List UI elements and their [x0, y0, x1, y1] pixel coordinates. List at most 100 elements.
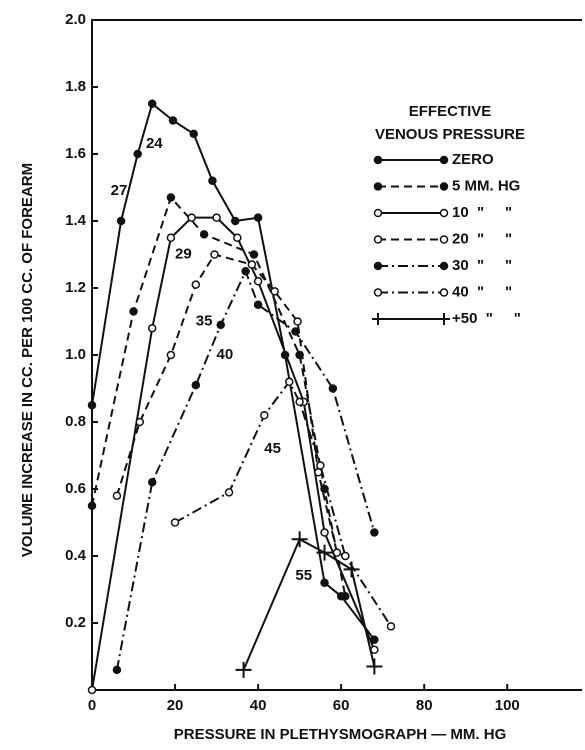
y-tick-label: 0.8: [65, 413, 86, 430]
legend-marker: [439, 208, 449, 218]
point-marker: [147, 323, 157, 333]
point-marker: [253, 213, 263, 222]
point-marker: [135, 417, 145, 427]
series-line: [115, 253, 346, 557]
x-tick-label: 0: [88, 697, 96, 714]
plus-marker: [291, 531, 308, 548]
point-marker: [270, 287, 279, 296]
point-marker: [253, 300, 263, 309]
point-marker: [284, 377, 294, 387]
point-marker: [147, 478, 157, 487]
series-line: [91, 216, 376, 691]
point-marker: [187, 213, 196, 222]
y-tick-label: 1.8: [65, 78, 86, 95]
y-tick-label: 1.4: [65, 212, 87, 229]
series-line: [174, 379, 392, 627]
y-tick-label: 0.4: [65, 547, 87, 564]
x-tick-label: 40: [250, 697, 267, 714]
curve-label: 55: [295, 567, 312, 584]
point-marker: [233, 233, 242, 242]
point-marker: [260, 411, 269, 420]
legend-marker: [439, 155, 449, 165]
y-tick-label: 0.6: [65, 480, 86, 497]
point-marker: [320, 578, 329, 588]
curve-label: 40: [217, 346, 234, 363]
point-marker: [199, 230, 209, 239]
legend-label: 30 " ": [452, 257, 512, 274]
legend-marker: [373, 261, 383, 271]
legend-label: 40 " ": [452, 283, 512, 300]
point-marker: [87, 401, 97, 410]
legend-marker: [373, 155, 383, 165]
point-marker: [116, 216, 126, 226]
legend-label: 5 MM. HG: [452, 177, 520, 194]
point-marker: [166, 193, 176, 202]
legend-marker: [439, 182, 449, 191]
point-marker: [341, 551, 350, 561]
legend-marker: [439, 235, 449, 244]
point-marker: [112, 491, 122, 500]
point-marker: [231, 216, 240, 226]
x-axis-label: PRESSURE IN PLETHYSMOGRAPH — MM. HG: [174, 726, 507, 743]
point-marker: [216, 320, 225, 330]
legend-marker: [439, 261, 449, 271]
point-marker: [320, 528, 329, 537]
point-marker: [291, 327, 300, 336]
point-marker: [247, 260, 257, 269]
y-axis-label: VOLUME INCREASE IN CC. PER 100 CC. OF FO…: [19, 163, 36, 557]
legend-title: VENOUS PRESSURE: [375, 126, 525, 143]
point-marker: [189, 129, 198, 139]
curve-label: 24: [146, 135, 163, 152]
point-marker: [112, 665, 122, 675]
point-marker: [208, 176, 217, 186]
point-marker: [210, 250, 219, 259]
point-marker: [170, 518, 180, 527]
x-tick-label: 80: [416, 697, 433, 714]
point-marker: [168, 116, 178, 125]
legend-label: 20 " ": [452, 230, 512, 247]
point-marker: [249, 250, 259, 259]
plus-marker: [343, 561, 360, 578]
point-marker: [191, 380, 201, 390]
series-line: [115, 268, 376, 671]
axes-frame: [91, 19, 582, 691]
point-marker: [87, 501, 97, 510]
y-tick-label: 0.2: [65, 614, 86, 631]
series-line: [91, 195, 347, 597]
legend-marker: [439, 288, 449, 297]
point-marker: [241, 267, 250, 276]
point-marker: [386, 622, 396, 631]
legend-marker: [372, 313, 450, 325]
point-marker: [332, 548, 342, 557]
y-tick-label: 1.2: [65, 279, 86, 296]
point-marker: [370, 528, 379, 537]
legend-marker: [373, 235, 383, 244]
point-marker: [328, 384, 338, 393]
point-marker: [295, 397, 304, 407]
curve-label: 27: [111, 182, 128, 199]
point-marker: [212, 213, 221, 222]
legend-label: 10 " ": [452, 204, 512, 221]
point-marker: [224, 488, 234, 497]
point-marker: [293, 317, 302, 326]
point-marker: [191, 280, 201, 289]
x-tick-label: 100: [495, 697, 520, 714]
plus-marker: [316, 544, 333, 561]
point-marker: [341, 591, 350, 601]
y-tick-label: 1.0: [65, 346, 86, 363]
point-marker: [129, 307, 138, 316]
point-marker: [316, 461, 325, 470]
x-tick-label: 60: [333, 697, 350, 714]
curve-label: 29: [175, 245, 192, 262]
point-marker: [166, 350, 176, 360]
y-tick-label: 2.0: [65, 11, 86, 28]
legend-marker: [373, 208, 383, 218]
legend-label: +50 " ": [452, 310, 521, 327]
curve-label: 45: [264, 440, 281, 457]
legend-marker: [373, 288, 383, 297]
legend-marker: [373, 182, 383, 191]
point-marker: [133, 149, 142, 159]
x-tick-label: 20: [167, 697, 184, 714]
curve-label: 35: [196, 312, 213, 329]
